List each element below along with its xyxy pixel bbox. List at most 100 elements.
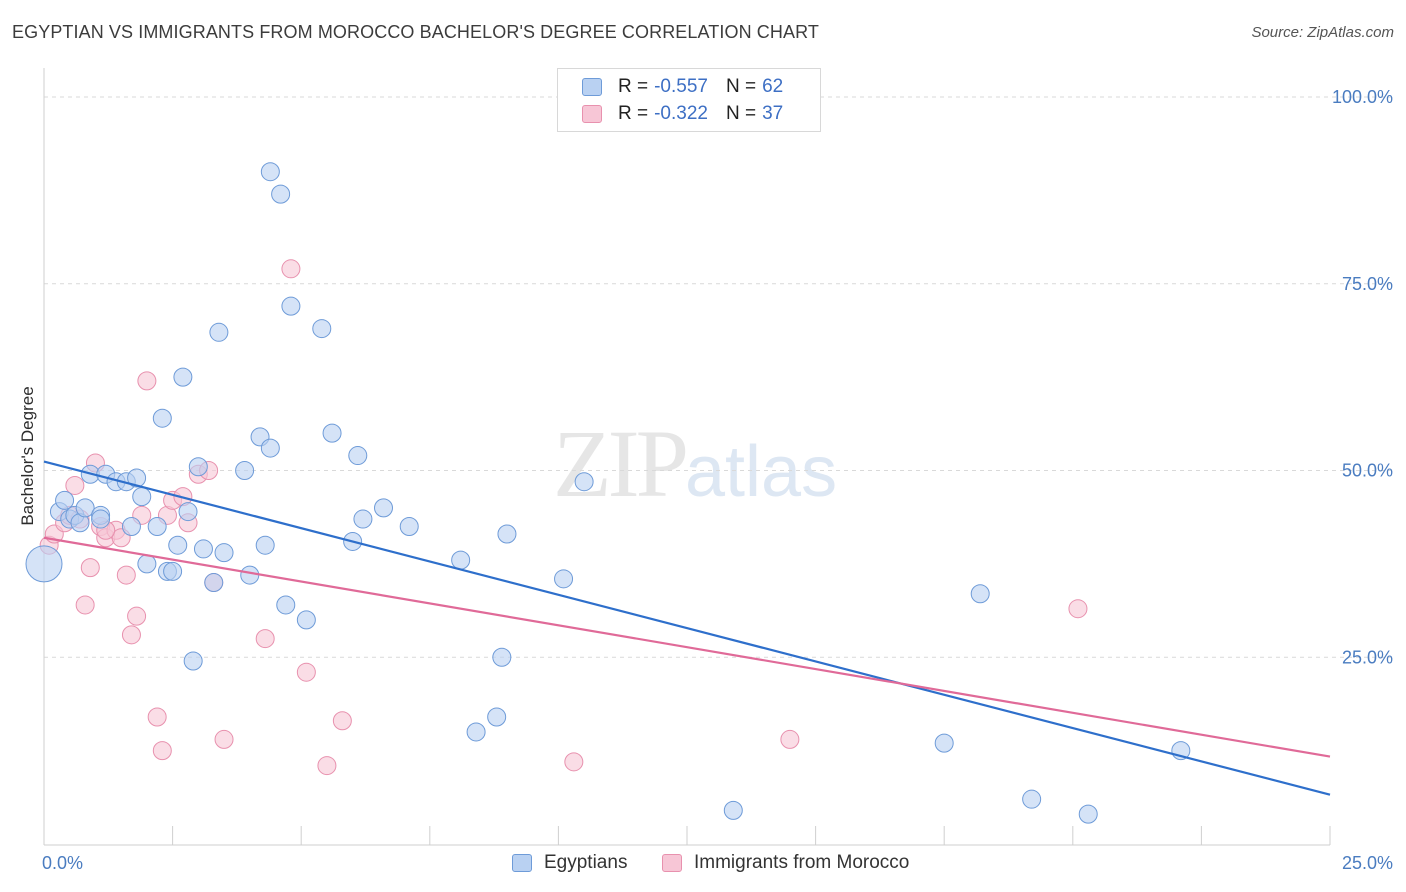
series-morocco-points [39, 259, 1088, 776]
legend-swatch-pink [582, 105, 602, 123]
egyptians-trend-line [43, 460, 1331, 796]
morocco-trend-line [43, 536, 1331, 758]
egyptians-point [497, 524, 517, 544]
legend-n-value: 37 [762, 103, 784, 124]
zipatlas-watermark: ZIPatlas [553, 408, 837, 519]
morocco-point [332, 711, 352, 731]
legend-n-label: N = [725, 103, 757, 124]
bottom-legend-morocco: Immigrants from Morocco [662, 852, 909, 874]
y-tick-label: 25.0% [1342, 647, 1393, 667]
egyptians-point [466, 722, 486, 742]
morocco-point [65, 475, 85, 495]
legend-swatch-blue [582, 78, 602, 96]
legend-r-label: R = [618, 76, 649, 97]
egyptians-point [240, 565, 260, 585]
egyptians-point [399, 517, 419, 537]
legend-r-value: -0.322 [654, 103, 708, 124]
egyptians-point [281, 296, 301, 316]
egyptians-point [492, 647, 512, 667]
bottom-legend-egyptians: Egyptians [512, 852, 627, 874]
x-tick-label: 0.0% [42, 853, 83, 873]
egyptians-point [152, 408, 172, 428]
egyptians-point [260, 162, 280, 182]
x-tick-label: 25.0% [1342, 853, 1393, 873]
y-tick-label: 100.0% [1332, 87, 1393, 107]
egyptians-point [487, 707, 507, 727]
legend-n-value: 62 [762, 76, 784, 97]
legend-row-egyptians: R = -0.557 N = 62 [582, 75, 783, 99]
morocco-point [121, 625, 141, 645]
chart-title: EGYPTIAN VS IMMIGRANTS FROM MOROCCO BACH… [12, 22, 819, 42]
morocco-point [317, 756, 337, 776]
egyptians-point [970, 584, 990, 604]
y-axis-label: Bachelor's Degree [18, 386, 37, 525]
morocco-point [127, 606, 147, 626]
morocco-point [1068, 599, 1088, 619]
egyptians-point [235, 461, 255, 480]
egyptians-point [260, 438, 280, 458]
morocco-point [780, 729, 800, 749]
morocco-point [116, 565, 136, 585]
egyptians-point [1022, 789, 1042, 809]
egyptians-point [25, 545, 63, 583]
y-tick-label: 50.0% [1342, 461, 1393, 481]
watermark-zip: ZIP [553, 410, 689, 517]
trend-lines [43, 460, 1331, 796]
egyptians-point [554, 569, 574, 589]
watermark-atlas: atlas [685, 432, 838, 512]
egyptians-point [55, 490, 75, 510]
morocco-point [75, 595, 95, 615]
morocco-point [281, 259, 301, 279]
bottom-legend-swatch-blue [512, 854, 532, 872]
correlation-legend: R = -0.557 N = 62 R = -0.322 N = 37 [557, 68, 821, 132]
egyptians-point [147, 517, 167, 537]
egyptians-point [188, 457, 208, 477]
egyptians-point [934, 733, 954, 753]
morocco-point [255, 629, 275, 649]
morocco-point [214, 729, 234, 749]
source-credit: Source: ZipAtlas.com [1251, 24, 1394, 41]
egyptians-point [574, 472, 594, 492]
egyptians-point [163, 561, 183, 581]
egyptians-point [214, 543, 234, 563]
legend-n-label: N = [725, 76, 757, 97]
egyptians-point [75, 498, 95, 518]
morocco-point [296, 662, 316, 682]
legend-r-value: -0.557 [654, 76, 708, 97]
egyptians-point [121, 517, 141, 537]
bottom-legend-swatch-pink [662, 854, 682, 872]
egyptians-point [132, 487, 152, 507]
egyptians-point [271, 184, 291, 204]
y-tick-label: 75.0% [1342, 274, 1393, 294]
egyptians-point [204, 573, 224, 593]
egyptians-point [137, 554, 157, 574]
egyptians-point [1078, 804, 1098, 824]
egyptians-point [322, 423, 342, 443]
morocco-point [564, 752, 584, 772]
bottom-legend-label: Immigrants from Morocco [694, 852, 910, 873]
egyptians-point [193, 539, 213, 559]
axis-labels: 25.0% 50.0% 75.0% 100.0% 0.0% 25.0% Bachelor's… [18, 87, 1393, 873]
egyptians-point [353, 509, 373, 529]
egyptians-point [127, 468, 147, 488]
egyptians-point [374, 498, 394, 518]
egyptians-point [91, 509, 111, 529]
bottom-legend-label: Egyptians [544, 852, 628, 873]
egyptians-point [348, 446, 368, 466]
egyptians-point [255, 535, 275, 555]
morocco-point [152, 741, 172, 761]
series-egyptians-points [25, 162, 1191, 824]
egyptians-point [168, 535, 188, 555]
egyptians-point [723, 800, 743, 820]
egyptians-point [178, 502, 198, 522]
egyptians-point [276, 595, 296, 615]
egyptians-point [209, 322, 229, 342]
egyptians-point [183, 651, 203, 671]
morocco-point [147, 707, 167, 727]
egyptians-point [296, 610, 316, 630]
axes [43, 68, 1331, 846]
legend-r-label: R = [618, 103, 649, 124]
morocco-point [80, 558, 100, 578]
egyptians-point [451, 550, 471, 570]
